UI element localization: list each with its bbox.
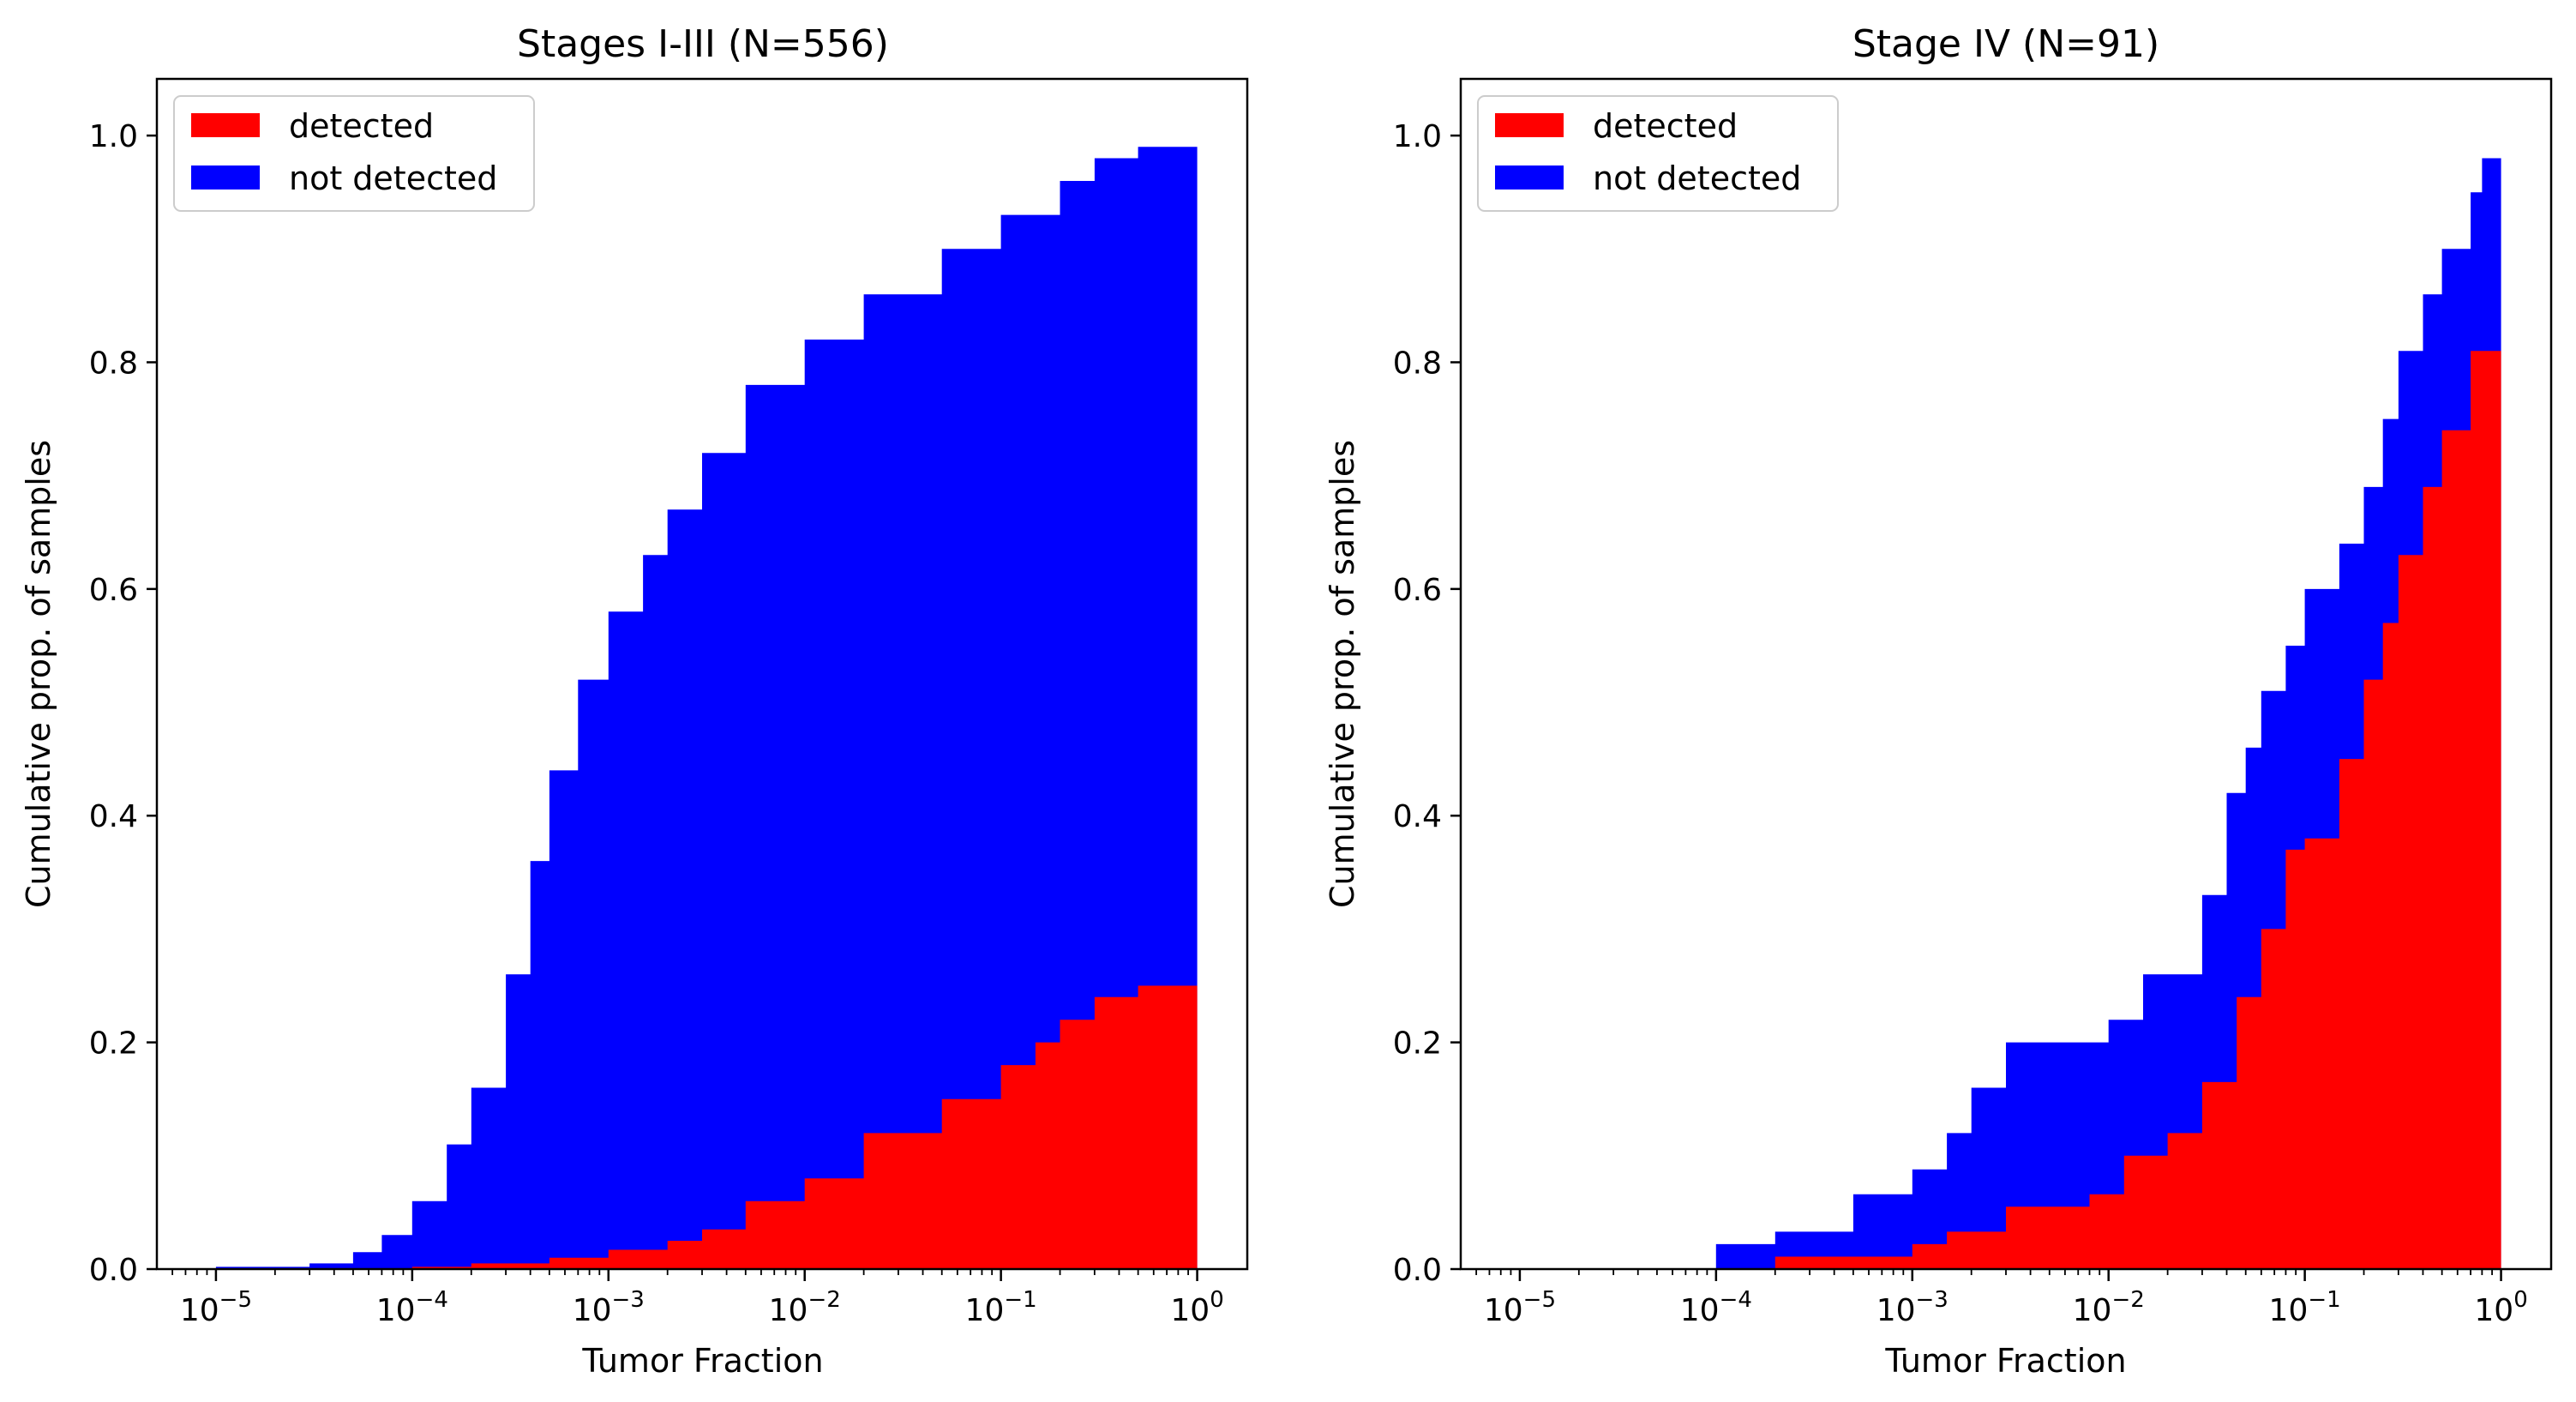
y-tick-label: 1.0 [1393, 119, 1442, 154]
x-tick-label: 10−4 [376, 1287, 448, 1328]
y-tick-label: 0.8 [89, 346, 138, 381]
panel-2-y-ticks: 0.0 0.2 0.4 0.6 0.8 1.0 [1393, 119, 1461, 1288]
panel-stage-iv: Stage IV (N=91) 0.00.20.40.60.81.0 10−5 1… [1324, 22, 2553, 1380]
panel-1-legend-frame [173, 95, 535, 212]
y-tick-label: 0.2 [1393, 1026, 1442, 1062]
x-tick-label: 100 [2474, 1287, 2527, 1328]
panel-2-legend-swatch-not-detected [1495, 165, 1564, 190]
x-tick-label: 10−5 [180, 1287, 252, 1328]
panel-1-legend-swatch-not-detected [191, 165, 260, 190]
panel-2-legend-label-detected: detected [1593, 107, 1738, 145]
panel-2-legend: detected not detected [1477, 95, 1839, 212]
panel-2-legend-frame [1477, 95, 1839, 212]
panel-2-x-ticks: 10−5 10−4 10−3 10−2 10−1 100 [1475, 1269, 2528, 1328]
y-tick-label: 0.0 [89, 1253, 138, 1288]
x-tick-label: 10−4 [1680, 1287, 1752, 1328]
panel-1-y-ticks: 0.0 0.2 0.4 0.6 0.8 1.0 [89, 119, 157, 1288]
y-tick-label: 0.0 [1393, 1253, 1442, 1288]
panel-1-area-detected [215, 976, 1198, 1269]
panel-1-title: Stages I-III (N=556) [517, 22, 889, 66]
panel-1-marks [215, 135, 1198, 1270]
x-tick-label: 10−3 [573, 1287, 645, 1328]
y-tick-label: 0.6 [89, 573, 138, 608]
panel-1-x-axis-label: Tumor Fraction [581, 1342, 823, 1380]
panel-1-y-axis-label: Cumulative prop. of samples [20, 440, 57, 908]
x-tick-label: 10−1 [2269, 1287, 2341, 1328]
panel-1-legend: detected not detected [173, 95, 535, 212]
panel-1-x-ticks: 10−5 10−4 10−3 10−2 10−1 100 [171, 1269, 1224, 1328]
y-tick-label: 1.0 [89, 119, 138, 154]
x-tick-label: 10−5 [1484, 1287, 1556, 1328]
y-tick-label: 0.4 [89, 799, 138, 834]
panel-1-legend-swatch-detected [191, 113, 260, 137]
x-tick-label: 100 [1170, 1287, 1223, 1328]
y-tick-label: 0.6 [1393, 573, 1442, 608]
panel-2-y-axis-label: Cumulative prop. of samples [1324, 440, 1361, 908]
y-tick-label: 0.8 [1393, 346, 1442, 381]
x-tick-label: 10−3 [1876, 1287, 1949, 1328]
panel-2-legend-swatch-detected [1495, 113, 1564, 137]
x-tick-label: 10−2 [769, 1287, 841, 1328]
x-tick-label: 10−1 [965, 1287, 1037, 1328]
y-tick-label: 0.2 [89, 1026, 138, 1062]
panel-2-title: Stage IV (N=91) [1852, 22, 2159, 66]
panel-1-legend-label-detected: detected [289, 107, 434, 145]
panel-1-legend-label-not-detected: not detected [289, 159, 497, 197]
panel-2-area-detected [1774, 328, 2501, 1269]
panel-2-legend-label-not-detected: not detected [1593, 159, 1801, 197]
panel-stages-i-iii: Stages I-III (N=556) 0.00.20.40.60.81.0 … [20, 22, 1249, 1380]
panel-1-area-not-detected [215, 135, 1198, 1270]
panel-2-x-axis-label: Tumor Fraction [1884, 1342, 2126, 1380]
panel-2-marks [1715, 135, 2501, 1270]
y-tick-label: 0.4 [1393, 799, 1442, 834]
x-tick-label: 10−2 [2073, 1287, 2145, 1328]
